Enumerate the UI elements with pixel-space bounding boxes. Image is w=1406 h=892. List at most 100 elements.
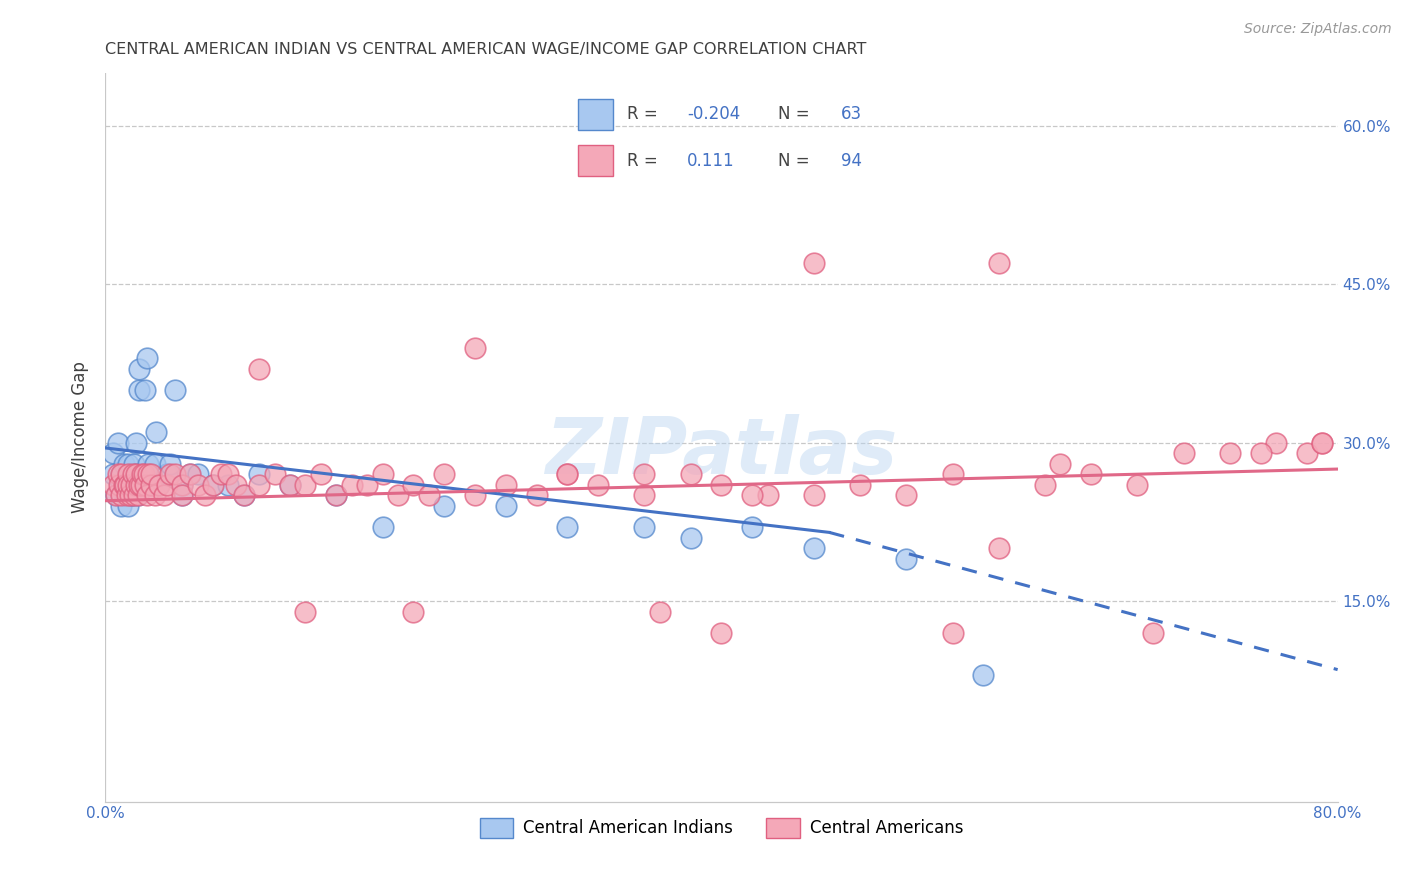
Point (159, 457, 181, 471)
Point (1219, 446, 1241, 460)
Point (114, 488, 136, 502)
Point (464, 488, 486, 502)
Point (495, 478, 517, 492)
Point (1142, 625, 1164, 640)
Point (340, 478, 363, 492)
Point (117, 478, 139, 492)
Point (124, 488, 146, 502)
Point (112, 478, 135, 492)
Point (107, 435, 129, 450)
Point (138, 457, 160, 471)
Point (112, 478, 135, 492)
Point (138, 467, 160, 482)
Point (278, 478, 301, 492)
Point (125, 467, 148, 482)
Point (143, 457, 166, 471)
Point (371, 467, 394, 482)
Point (679, 467, 702, 482)
Point (179, 467, 201, 482)
Point (122, 467, 145, 482)
Point (127, 488, 149, 502)
Point (108, 478, 131, 492)
Point (225, 478, 247, 492)
Point (557, 467, 579, 482)
Point (110, 478, 132, 492)
Point (112, 457, 135, 471)
Point (941, 467, 963, 482)
Point (194, 488, 217, 502)
Point (972, 668, 994, 682)
Point (105, 488, 128, 502)
Point (118, 488, 141, 502)
Point (132, 478, 155, 492)
Point (679, 531, 702, 545)
Point (128, 361, 150, 376)
Point (101, 478, 124, 492)
Point (710, 478, 733, 492)
Point (148, 478, 170, 492)
Point (247, 361, 270, 376)
Point (129, 478, 152, 492)
Point (101, 467, 124, 482)
Point (433, 467, 456, 482)
Point (526, 488, 548, 502)
Point (127, 488, 149, 502)
Point (101, 446, 124, 460)
Text: ZIPatlas: ZIPatlas (546, 414, 897, 490)
Point (209, 467, 232, 482)
Point (202, 478, 225, 492)
Point (247, 467, 270, 482)
Point (633, 520, 655, 534)
Point (557, 520, 579, 534)
Point (128, 478, 150, 492)
Point (117, 478, 139, 492)
Point (987, 256, 1010, 270)
Point (217, 467, 239, 482)
Point (145, 425, 167, 439)
Point (187, 478, 209, 492)
Point (710, 625, 733, 640)
Point (118, 467, 141, 482)
Point (120, 478, 142, 492)
Point (1265, 435, 1288, 450)
Point (129, 467, 152, 482)
Point (217, 478, 239, 492)
Point (143, 488, 166, 502)
Point (387, 488, 409, 502)
Point (247, 478, 270, 492)
Point (1126, 478, 1149, 492)
Point (1250, 446, 1272, 460)
Point (1295, 446, 1317, 460)
Point (586, 478, 609, 492)
Point (141, 467, 163, 482)
Point (124, 478, 146, 492)
Point (125, 478, 148, 492)
Point (148, 478, 170, 492)
Point (135, 351, 157, 366)
Point (464, 341, 486, 355)
Point (156, 467, 179, 482)
Point (117, 499, 139, 513)
Point (278, 478, 301, 492)
Point (128, 383, 150, 397)
Point (1310, 435, 1333, 450)
Point (633, 488, 655, 502)
Point (1173, 446, 1195, 460)
Point (172, 478, 194, 492)
Point (325, 488, 347, 502)
Text: Source: ZipAtlas.com: Source: ZipAtlas.com (1244, 22, 1392, 37)
Point (1049, 457, 1071, 471)
Point (202, 478, 225, 492)
Point (309, 467, 332, 482)
Legend: Central American Indians, Central Americans: Central American Indians, Central Americ… (472, 812, 970, 844)
Point (803, 488, 825, 502)
Point (110, 488, 132, 502)
Point (114, 478, 136, 492)
Point (557, 467, 579, 482)
Point (179, 467, 201, 482)
Point (356, 478, 378, 492)
Point (294, 478, 316, 492)
Point (125, 467, 148, 482)
Point (125, 435, 148, 450)
Point (495, 499, 517, 513)
